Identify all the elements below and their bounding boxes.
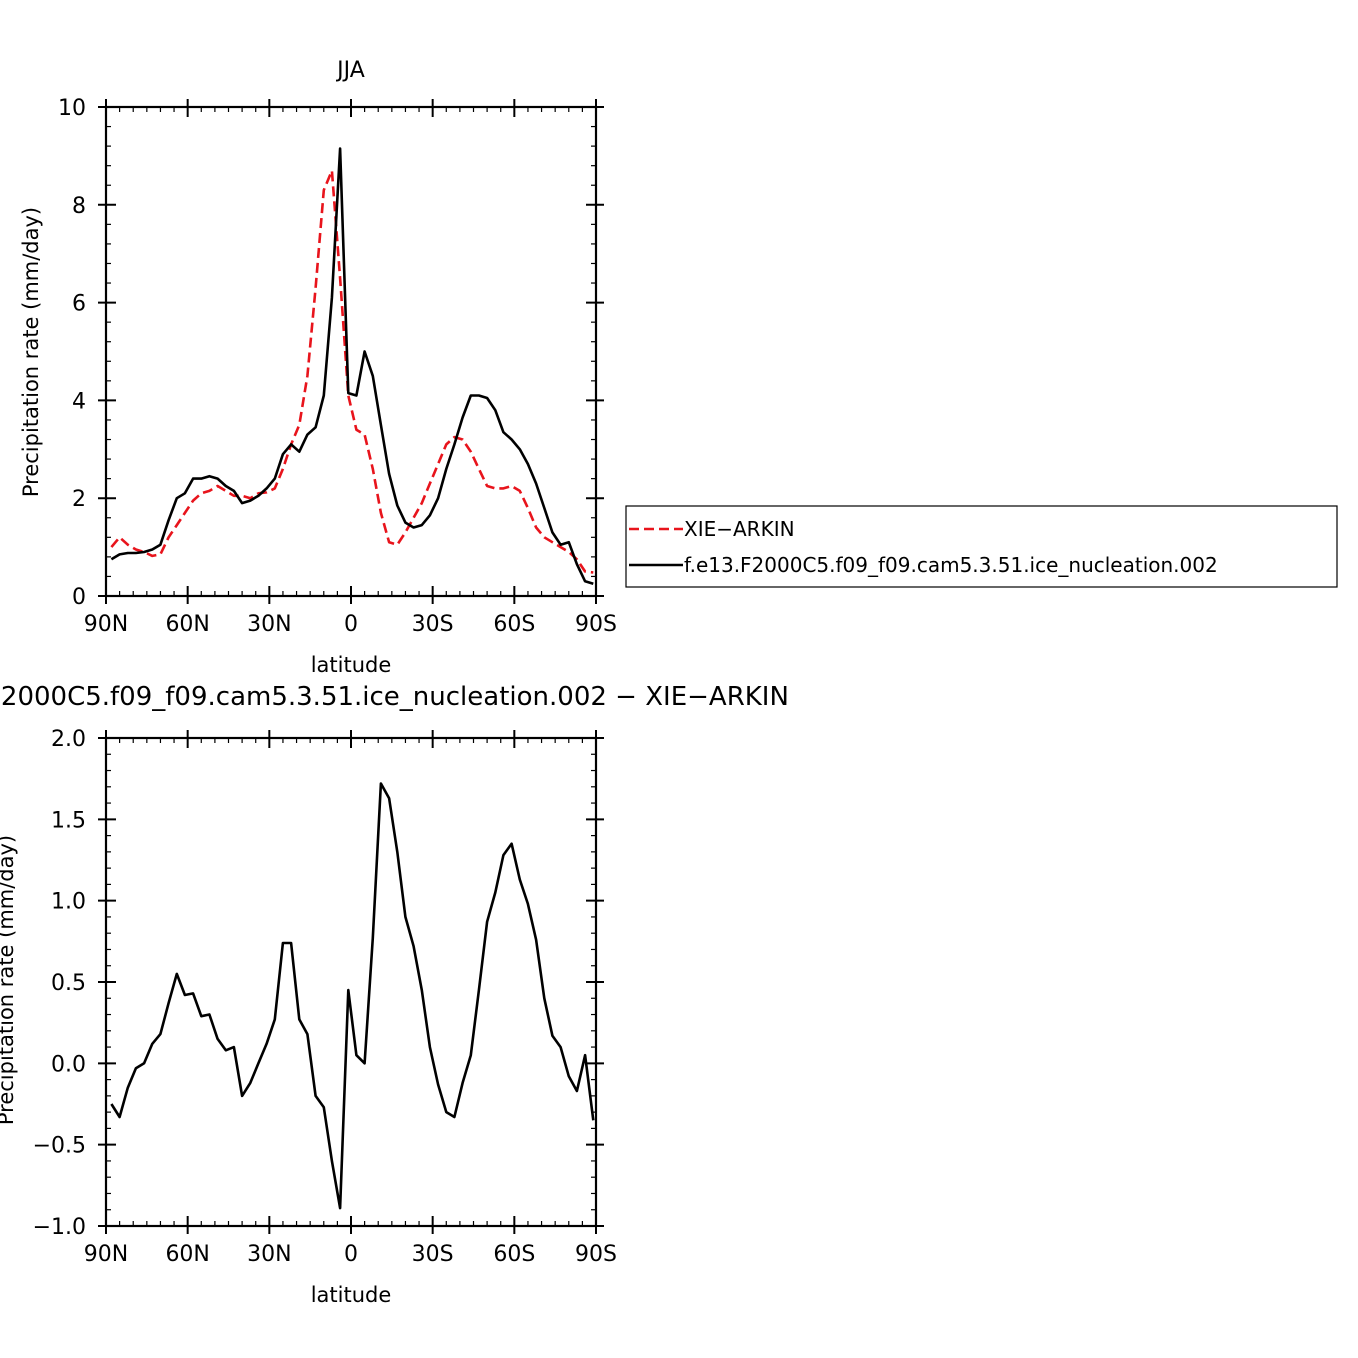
- bottom-x-tick-label: 60S: [493, 1242, 535, 1267]
- bottom-x-tick-label: 30S: [412, 1242, 454, 1267]
- bottom-y-tick-label: 1.5: [51, 808, 86, 833]
- bottom-plot-area: 90N 60N 30N 0 30S 60S 90S −1.0 −0.5 0.0 0.5 1.0 1.5 2…: [33, 727, 617, 1267]
- top-y-tick-label: 8: [72, 194, 86, 219]
- top-x-tick-label: 0: [344, 612, 358, 637]
- top-y-tick-label: 10: [58, 96, 86, 121]
- top-series-line-f-e13-f2000c5-f09-f09-ca: [110, 147, 594, 586]
- bottom-panel-title: f.e13.F2000C5.f09_f09.cam5.3.51.ice_nucl…: [0, 682, 789, 712]
- bottom-y-tick-label: −1.0: [33, 1215, 86, 1240]
- top-y-tick-label: 4: [72, 389, 86, 414]
- top-x-tick-label: 60S: [493, 612, 535, 637]
- legend: XIE−ARKIN f.e13.F2000C5.f09_f09.cam5.3.5…: [625, 505, 1338, 588]
- top-x-tick-label: 90S: [575, 612, 617, 637]
- top-x-tick-label: 60N: [165, 612, 209, 637]
- top-y-tick-label: 0: [72, 585, 86, 610]
- bottom-x-tick-label: 0: [344, 1242, 358, 1267]
- top-plot-area: 90N 60N 30N 0 30S 60S 90S 0 2 4 6 8 10: [58, 96, 617, 637]
- bottom-y-tick-label: 0.0: [51, 1052, 86, 1077]
- bottom-y-tick-label: 1.0: [51, 890, 86, 915]
- bottom-y-axis-label: Precipitation rate (mm/day): [0, 835, 18, 1125]
- bottom-x-tick-label: 30N: [247, 1242, 291, 1267]
- top-y-tick-label: 6: [72, 292, 86, 317]
- top-panel-title: JJA: [335, 58, 365, 83]
- bottom-y-tick-label: −0.5: [33, 1134, 86, 1159]
- bottom-y-tick-label: 0.5: [51, 971, 86, 996]
- bottom-y-tick-label: 2.0: [51, 727, 86, 752]
- top-y-tick-label: 2: [72, 487, 86, 512]
- legend-box: [625, 505, 1338, 588]
- top-x-tick-label: 30S: [412, 612, 454, 637]
- bottom-x-tick-label: 90S: [575, 1242, 617, 1267]
- bottom-panel: f.e13.F2000C5.f09_f09.cam5.3.51.ice_nucl…: [0, 682, 789, 1307]
- top-y-axis-label: Precipitation rate (mm/day): [19, 207, 43, 497]
- bottom-x-tick-label: 90N: [84, 1242, 128, 1267]
- top-x-axis-label: latitude: [311, 653, 392, 677]
- legend-label-xie-arkin: XIE−ARKIN: [684, 517, 795, 541]
- top-x-tick-label: 90N: [84, 612, 128, 637]
- bottom-x-tick-label: 60N: [165, 1242, 209, 1267]
- top-x-tick-label: 30N: [247, 612, 291, 637]
- bottom-series-line-difference: [110, 782, 595, 1210]
- top-series-line-xie-arkin: [110, 169, 594, 574]
- legend-label-model: f.e13.F2000C5.f09_f09.cam5.3.51.ice_nucl…: [684, 553, 1218, 577]
- bottom-x-axis-label: latitude: [311, 1283, 392, 1307]
